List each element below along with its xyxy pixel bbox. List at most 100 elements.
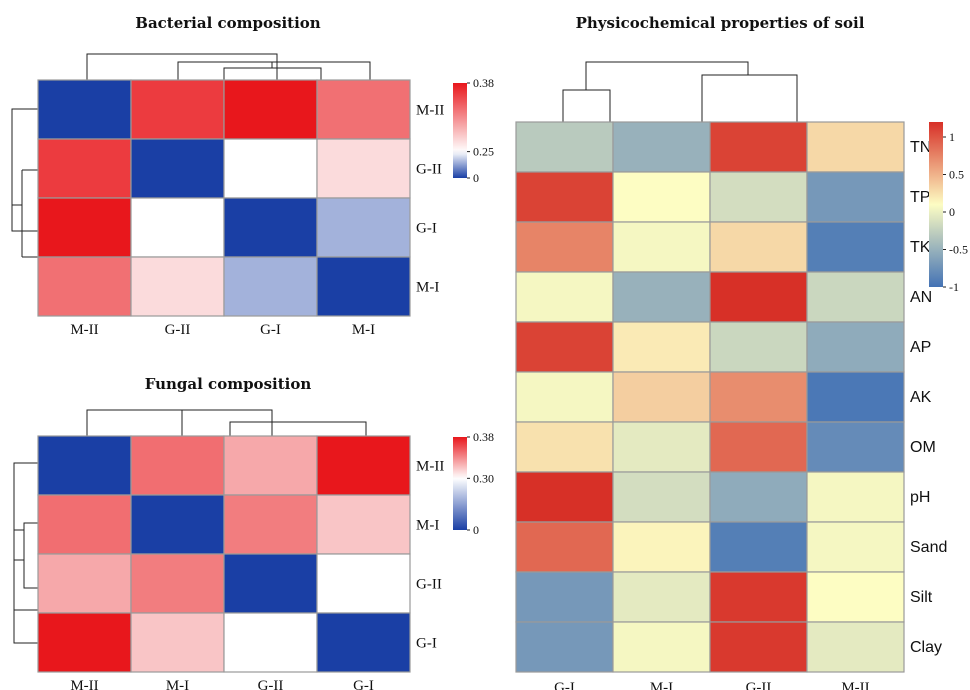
heatmap-cell [130, 138, 225, 199]
soil-title: Physicochemical properties of soil [576, 14, 865, 32]
row-label: pH [910, 489, 930, 506]
heatmap-cell [316, 435, 411, 496]
heatmap-cell [612, 421, 711, 473]
row-label: G-II [416, 162, 442, 178]
heatmap-cell [612, 221, 711, 273]
bacterial-heatmap [37, 79, 411, 317]
heatmap-cell [130, 553, 225, 614]
heatmap-cell [515, 121, 614, 173]
column-label: G-II [258, 678, 284, 690]
heatmap-cell [612, 571, 711, 623]
row-label: AP [910, 339, 931, 356]
heatmap-cell [515, 571, 614, 623]
colorbar-gradient [929, 122, 943, 287]
fungal-column-dendrogram [86, 409, 367, 436]
heatmap-cell [806, 371, 905, 423]
heatmap-cell [709, 321, 808, 373]
heatmap-cell [709, 221, 808, 273]
colorbar-tick-label: 0.30 [473, 471, 494, 485]
heatmap-cell [709, 121, 808, 173]
colorbar-tick-label: 0 [949, 205, 955, 219]
bacterial-column-dendrogram [86, 53, 371, 80]
heatmap-cell [515, 521, 614, 573]
colorbar-tick-label: 0 [473, 523, 479, 537]
row-label: G-I [416, 221, 437, 237]
heatmap-cell [515, 171, 614, 223]
colorbar-tick-label: 0.5 [949, 168, 964, 182]
heatmap-cell [612, 471, 711, 523]
column-label: G-II [746, 680, 772, 690]
row-label: TP [910, 189, 930, 206]
heatmap-cell [806, 471, 905, 523]
row-label: M-II [416, 103, 444, 119]
heatmap-cell [806, 221, 905, 273]
heatmap-cell [806, 121, 905, 173]
row-label: Silt [910, 589, 933, 606]
colorbar-tick-label: 0.25 [473, 145, 494, 159]
heatmap-cell [709, 271, 808, 323]
heatmap-cell [612, 371, 711, 423]
column-label: M-I [166, 678, 189, 690]
heatmap-cell [709, 571, 808, 623]
soil-row-labels: TN TP TK AN AP AK OM pH Sand Silt Clay [910, 139, 947, 656]
heatmap-cell [37, 138, 132, 199]
heatmap-cell [806, 321, 905, 373]
heatmap-cell [37, 435, 132, 496]
bacterial-row-labels: M-II G-II G-I M-I [416, 103, 444, 296]
heatmap-cell [223, 553, 318, 614]
heatmap-cell [37, 79, 132, 140]
row-label: Sand [910, 539, 947, 556]
heatmap-cell [806, 421, 905, 473]
heatmap-cell [709, 621, 808, 673]
soil-colorbar: 1 0.5 0 -0.5 -1 [929, 122, 968, 294]
heatmap-cell [37, 494, 132, 555]
heatmap-cell [806, 271, 905, 323]
heatmap-cell [223, 138, 318, 199]
soil-column-dendrogram [562, 61, 798, 122]
fungal-row-dendrogram [13, 462, 38, 644]
colorbar-gradient [453, 83, 467, 178]
heatmap-cell [37, 612, 132, 673]
row-label: TK [910, 239, 931, 256]
heatmap-cell [612, 271, 711, 323]
heatmap-cell [37, 256, 132, 317]
heatmap-cell [709, 371, 808, 423]
heatmap-cell [130, 79, 225, 140]
heatmap-cell [223, 256, 318, 317]
row-label: M-I [416, 518, 439, 534]
soil-heatmap [515, 121, 905, 673]
fungal-title: Fungal composition [145, 375, 312, 393]
heatmap-cell [223, 79, 318, 140]
colorbar-tick-label: 0.38 [473, 76, 494, 90]
colorbar-tick-label: 1 [949, 130, 955, 144]
heatmap-cell [316, 612, 411, 673]
column-label: M-II [841, 680, 869, 690]
column-label: M-I [650, 680, 673, 690]
heatmap-cell [709, 171, 808, 223]
heatmap-cell [37, 553, 132, 614]
column-label: M-II [70, 322, 98, 338]
colorbar-tick-label: -1 [949, 280, 959, 294]
heatmap-cell [612, 521, 711, 573]
row-label: TN [910, 139, 931, 156]
heatmap-cell [709, 421, 808, 473]
heatmap-cell [316, 553, 411, 614]
heatmap-cell [806, 171, 905, 223]
heatmap-cell [223, 494, 318, 555]
heatmap-cell [37, 197, 132, 258]
heatmap-cell [806, 621, 905, 673]
heatmap-cell [316, 256, 411, 317]
fungal-column-labels: M-II M-I G-II G-I [70, 678, 374, 690]
soil-column-labels: G-I M-I G-II M-II [554, 680, 870, 690]
colorbar-tick-label: 0 [473, 171, 479, 185]
bacterial-colorbar: 0.38 0.25 0 [453, 76, 494, 185]
heatmap-cell [709, 471, 808, 523]
heatmap-cell [806, 521, 905, 573]
row-label: OM [910, 439, 936, 456]
soil-panel: Physicochemical properties of soil TN TP T… [515, 14, 968, 690]
bacterial-panel: Bacterial composition M-II G-II G-I M-I M-I… [11, 14, 494, 338]
bacterial-title: Bacterial composition [135, 14, 321, 32]
row-label: M-II [416, 459, 444, 475]
heatmap-cell [130, 435, 225, 496]
